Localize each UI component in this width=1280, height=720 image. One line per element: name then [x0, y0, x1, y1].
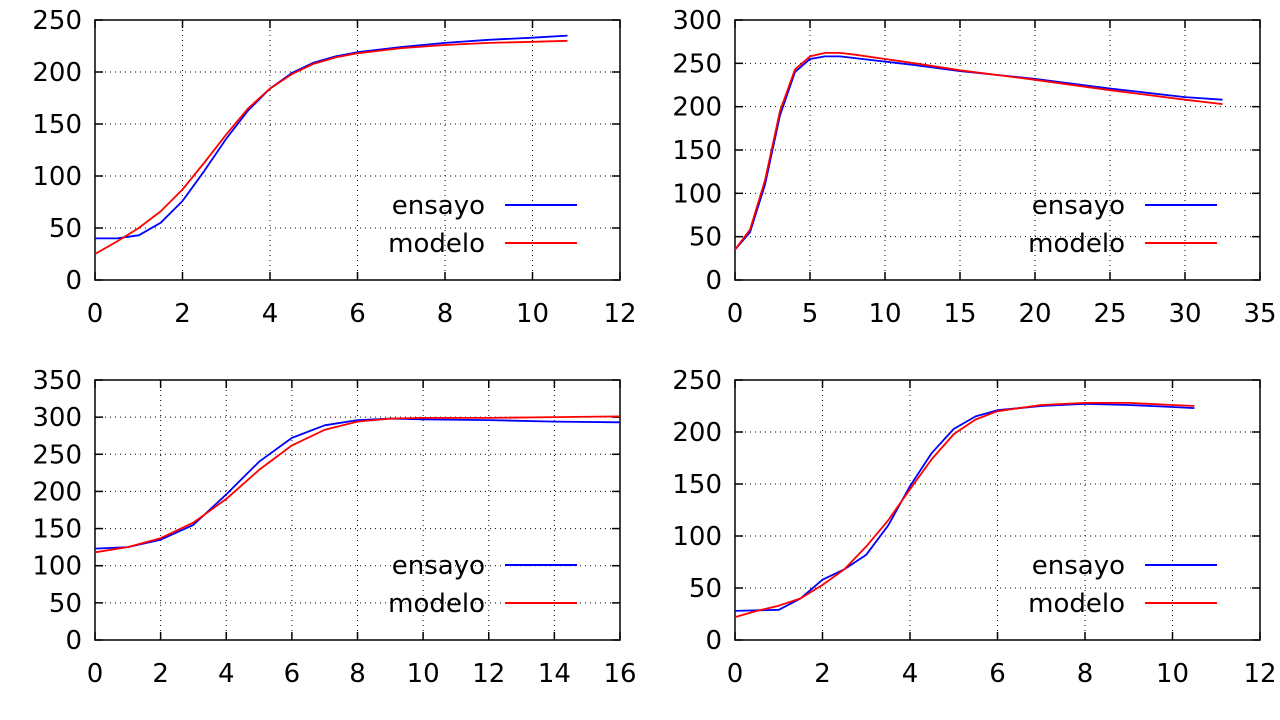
x-tick-label: 6 [349, 299, 366, 329]
y-tick-label: 150 [32, 515, 82, 545]
series-line-ensayo [734, 55, 1223, 251]
y-tick-label: 100 [32, 162, 82, 192]
x-tick-label: 0 [87, 299, 104, 329]
x-tick-label: 4 [218, 659, 235, 689]
y-tick-label: 200 [32, 58, 82, 88]
x-tick-label: 30 [1168, 299, 1201, 329]
x-tick-label: 12 [1243, 659, 1276, 689]
y-tick-label: 0 [65, 266, 82, 296]
series-line-ensayo [94, 417, 621, 550]
y-tick-label: 250 [672, 366, 722, 396]
y-tick-label: 0 [705, 626, 722, 656]
y-tick-label: 100 [32, 552, 82, 582]
y-tick-label: 300 [32, 403, 82, 433]
y-tick-label: 50 [689, 223, 722, 253]
chart-panel-2: 0 5 10 15 20 25 30 35 0 50 100 150 200 250 300 ensayo mo… [672, 6, 1276, 329]
y-tick-label: 150 [32, 110, 82, 140]
chart-panel-1: 0 2 4 6 8 10 12 0 50 100 150 200 250 ensayo modelo [32, 6, 636, 329]
x-tick-label: 0 [727, 659, 744, 689]
x-tick-label: 8 [349, 659, 366, 689]
x-tick-label: 8 [1077, 659, 1094, 689]
y-tick-label: 50 [689, 574, 722, 604]
y-tick-label: 250 [32, 440, 82, 470]
x-tick-label: 15 [943, 299, 976, 329]
y-tick-label: 300 [672, 6, 722, 36]
x-tick-label: 0 [87, 659, 104, 689]
x-tick-label: 2 [814, 659, 831, 689]
series-line-ensayo [95, 34, 568, 240]
x-tick-label: 35 [1243, 299, 1276, 329]
x-tick-label: 2 [152, 659, 169, 689]
series-line-ensayo [734, 403, 1195, 612]
y-tick-label: 250 [672, 49, 722, 79]
y-tick-label: 150 [672, 470, 722, 500]
series-line-modelo [94, 415, 621, 554]
plot-frame [94, 379, 621, 641]
x-tick-label: 4 [262, 299, 279, 329]
x-tick-label: 6 [989, 659, 1006, 689]
chart-panel-4: 0 2 4 6 8 10 12 0 50 100 150 200 250 ensayo modelo [672, 366, 1276, 689]
plot-frame [734, 379, 1261, 641]
series-line-modelo [734, 52, 1223, 251]
x-tick-label: 10 [868, 299, 901, 329]
y-tick-label: 200 [672, 418, 722, 448]
legend-label-modelo: modelo [1028, 229, 1125, 259]
x-tick-label: 12 [472, 659, 505, 689]
legend-label-modelo: modelo [1028, 589, 1125, 619]
y-tick-label: 100 [672, 179, 722, 209]
y-tick-label: 200 [32, 477, 82, 507]
x-tick-label: 0 [727, 299, 744, 329]
x-tick-label: 12 [603, 299, 636, 329]
x-tick-label: 10 [407, 659, 440, 689]
y-tick-label: 100 [672, 522, 722, 552]
y-tick-label: 250 [32, 6, 82, 36]
y-tick-label: 50 [49, 589, 82, 619]
x-tick-label: 20 [1018, 299, 1051, 329]
x-tick-label: 10 [516, 299, 549, 329]
plot-frame [94, 19, 621, 281]
x-tick-label: 16 [603, 659, 636, 689]
plot-frame [734, 19, 1261, 281]
y-tick-label: 200 [672, 93, 722, 123]
chart-panel-3: 0 2 4 6 8 10 12 14 16 0 50 100 150 200 250 300 350 ensayo… [32, 366, 636, 689]
y-tick-label: 50 [49, 214, 82, 244]
x-tick-label: 5 [802, 299, 819, 329]
legend-label-ensayo: ensayo [1032, 551, 1125, 581]
legend-label-ensayo: ensayo [392, 191, 485, 221]
x-tick-label: 14 [538, 659, 571, 689]
x-tick-label: 25 [1093, 299, 1126, 329]
series-line-modelo [734, 402, 1195, 618]
legend-label-modelo: modelo [388, 229, 485, 259]
x-tick-label: 2 [174, 299, 191, 329]
x-tick-label: 6 [284, 659, 301, 689]
x-tick-label: 4 [902, 659, 919, 689]
x-tick-label: 8 [437, 299, 454, 329]
series-line-modelo [94, 39, 568, 255]
legend-label-modelo: modelo [388, 589, 485, 619]
x-tick-label: 10 [1156, 659, 1189, 689]
y-tick-label: 150 [672, 136, 722, 166]
legend-label-ensayo: ensayo [1032, 191, 1125, 221]
y-tick-label: 350 [32, 366, 82, 396]
legend-label-ensayo: ensayo [392, 551, 485, 581]
y-tick-label: 0 [65, 626, 82, 656]
y-tick-label: 0 [705, 266, 722, 296]
